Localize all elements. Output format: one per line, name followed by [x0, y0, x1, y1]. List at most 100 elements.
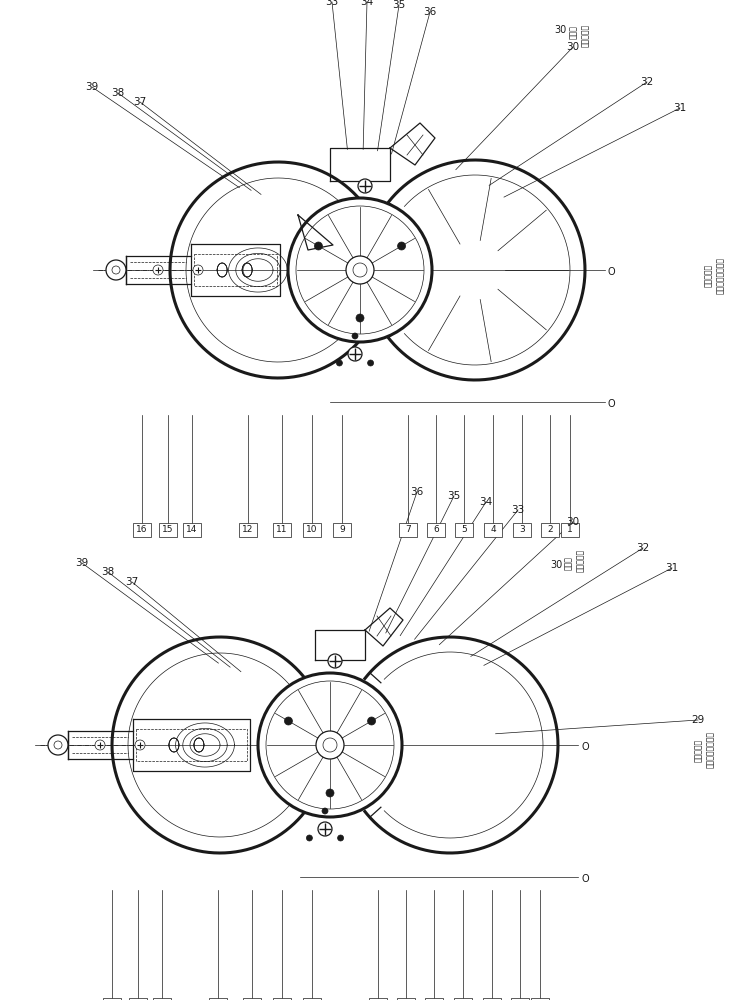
Text: 7: 7 — [405, 526, 411, 534]
Bar — [153, 998, 171, 1000]
Text: O: O — [608, 267, 616, 277]
Text: 9: 9 — [339, 526, 345, 534]
Circle shape — [326, 789, 334, 797]
Bar — [333, 523, 351, 537]
Text: 弹第）: 弹第） — [564, 556, 572, 570]
Bar — [129, 998, 147, 1000]
Bar — [303, 998, 321, 1000]
Text: 12: 12 — [243, 526, 254, 534]
Text: 36: 36 — [424, 7, 437, 17]
Circle shape — [288, 198, 432, 342]
Circle shape — [322, 808, 328, 814]
Circle shape — [397, 242, 405, 250]
Circle shape — [153, 265, 163, 275]
Circle shape — [353, 263, 367, 277]
Text: 39: 39 — [75, 558, 89, 568]
Bar — [483, 998, 501, 1000]
Bar — [541, 523, 559, 537]
Text: 34: 34 — [479, 497, 493, 507]
Bar — [399, 523, 417, 537]
Text: 垂直中轴线: 垂直中轴线 — [693, 738, 702, 762]
Bar — [455, 523, 473, 537]
Bar — [531, 998, 549, 1000]
Circle shape — [54, 741, 62, 749]
Text: 32: 32 — [641, 77, 654, 87]
Bar — [239, 523, 257, 537]
Text: （弹性夹持刀第）: （弹性夹持刀第） — [715, 256, 724, 294]
Text: 5: 5 — [461, 526, 467, 534]
Circle shape — [316, 731, 344, 759]
Circle shape — [135, 740, 145, 750]
Text: 11: 11 — [276, 526, 288, 534]
Text: 31: 31 — [674, 103, 687, 113]
Text: 6: 6 — [433, 526, 439, 534]
Text: 37: 37 — [133, 97, 147, 107]
Text: 36: 36 — [410, 487, 424, 497]
Text: O: O — [581, 874, 589, 884]
Text: 35: 35 — [447, 491, 460, 501]
Circle shape — [112, 266, 120, 274]
Text: 33: 33 — [325, 0, 339, 7]
Circle shape — [318, 822, 332, 836]
Circle shape — [306, 835, 312, 841]
Text: 10: 10 — [306, 526, 317, 534]
Circle shape — [258, 673, 402, 817]
Text: 1: 1 — [567, 526, 573, 534]
Bar — [243, 998, 261, 1000]
Bar — [133, 523, 151, 537]
Bar — [183, 523, 201, 537]
Circle shape — [346, 256, 374, 284]
Circle shape — [284, 717, 292, 725]
Circle shape — [358, 179, 372, 193]
Text: 30: 30 — [550, 560, 562, 570]
Circle shape — [48, 735, 68, 755]
Text: 32: 32 — [636, 543, 649, 553]
Bar — [273, 998, 291, 1000]
Text: 垂直中轴线: 垂直中轴线 — [704, 263, 712, 287]
Bar — [561, 523, 579, 537]
Circle shape — [367, 717, 375, 725]
Bar — [159, 523, 177, 537]
Text: 29: 29 — [691, 715, 704, 725]
Bar — [103, 998, 121, 1000]
Circle shape — [328, 654, 342, 668]
Bar — [273, 523, 291, 537]
Text: 4: 4 — [490, 526, 496, 534]
Text: （刀具夹持: （刀具夹持 — [575, 548, 584, 572]
Circle shape — [336, 360, 342, 366]
Bar — [425, 998, 443, 1000]
Text: 30: 30 — [554, 25, 566, 35]
Text: （弹性夹持刀第）: （弹性夹持刀第） — [705, 732, 715, 768]
Circle shape — [367, 360, 374, 366]
Text: 37: 37 — [125, 577, 139, 587]
Text: 35: 35 — [392, 0, 405, 10]
Bar — [513, 523, 531, 537]
Text: 15: 15 — [162, 526, 174, 534]
Text: 3: 3 — [519, 526, 525, 534]
Bar — [303, 523, 321, 537]
Bar — [369, 998, 387, 1000]
Bar — [397, 998, 415, 1000]
Text: 30: 30 — [567, 517, 580, 527]
Text: 38: 38 — [101, 567, 114, 577]
Circle shape — [95, 740, 105, 750]
Circle shape — [338, 835, 344, 841]
Circle shape — [348, 347, 362, 361]
Circle shape — [314, 242, 323, 250]
Bar — [484, 523, 502, 537]
Text: 14: 14 — [186, 526, 198, 534]
Circle shape — [323, 738, 337, 752]
Text: O: O — [581, 742, 589, 752]
Bar — [454, 998, 472, 1000]
Circle shape — [106, 260, 126, 280]
Text: 34: 34 — [361, 0, 374, 7]
Circle shape — [356, 314, 364, 322]
Text: 33: 33 — [512, 505, 525, 515]
Text: 31: 31 — [666, 563, 679, 573]
Bar — [511, 998, 529, 1000]
Bar — [209, 998, 227, 1000]
Text: 2: 2 — [548, 526, 553, 534]
Circle shape — [352, 333, 358, 339]
Text: O: O — [608, 399, 616, 409]
Text: 38: 38 — [111, 88, 125, 98]
